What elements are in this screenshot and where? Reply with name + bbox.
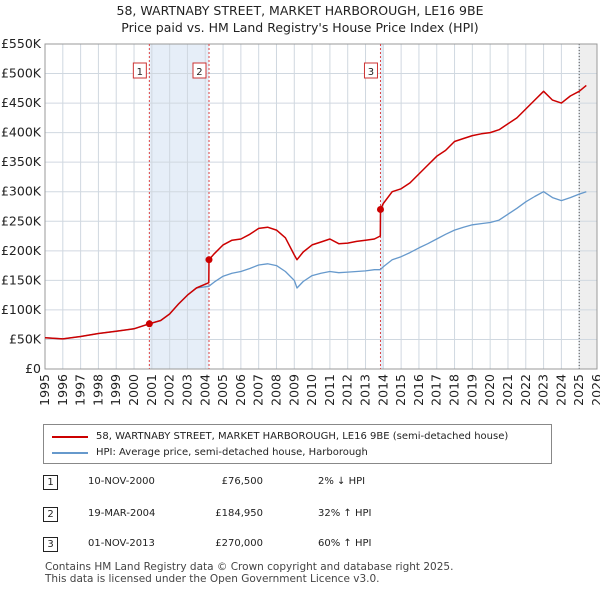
chart-title: 58, WARTNABY STREET, MARKET HARBOROUGH, … xyxy=(116,3,484,18)
x-tick-label: 1998 xyxy=(90,374,105,406)
x-tick-label: 2014 xyxy=(375,374,390,406)
x-tick-label: 2025 xyxy=(571,374,586,406)
y-tick-label: £0 xyxy=(25,361,41,376)
x-tick-label: 2001 xyxy=(144,374,159,406)
shaded-region xyxy=(579,44,597,369)
transaction-hpi: 2% ↓ HPI xyxy=(318,476,366,487)
y-tick-label: £50K xyxy=(9,331,42,346)
x-tick-label: 2007 xyxy=(251,374,266,406)
sale-marker-box xyxy=(192,62,207,79)
transaction-number: 2 xyxy=(43,507,58,522)
y-tick-label: £400K xyxy=(1,125,42,140)
y-tick-label: £100K xyxy=(1,302,42,317)
sale-marker-label: 1 xyxy=(137,67,143,78)
transaction-date: 01-NOV-2013 xyxy=(88,538,155,549)
x-tick-label: 2026 xyxy=(589,374,600,406)
plot-frame xyxy=(44,43,598,370)
price-chart: £0 £50K £100K £150K £200K £250K £300K £350K £400… xyxy=(1,36,600,406)
transaction-price: £184,950 xyxy=(215,508,263,519)
transaction-date: 10-NOV-2000 xyxy=(88,476,155,487)
legend-line-hpi xyxy=(52,451,88,454)
x-tick-label: 1997 xyxy=(73,374,88,406)
x-tick-label: 1999 xyxy=(108,374,123,406)
sale-marker-box xyxy=(363,62,378,79)
legend-item-property: 58, WARTNABY STREET, MARKET HARBOROUGH, … xyxy=(52,431,508,442)
x-tick-label: 1996 xyxy=(55,374,70,406)
legend-line-property xyxy=(52,435,88,438)
legend-label-property: 58, WARTNABY STREET, MARKET HARBOROUGH, … xyxy=(96,431,509,442)
legend-label-hpi: HPI: Average price, semi-detached house,… xyxy=(96,447,368,458)
legend-item-hpi: HPI: Average price, semi-detached house,… xyxy=(52,447,368,458)
footer-copyright: Contains HM Land Registry data © Crown c… xyxy=(45,561,454,573)
x-tick-label: 2003 xyxy=(179,374,194,406)
y-tick-label: £450K xyxy=(1,95,42,110)
x-tick-label: 2002 xyxy=(162,374,177,406)
transaction-hpi: 32% ↑ HPI xyxy=(318,508,372,519)
transaction-date: 19-MAR-2004 xyxy=(88,508,156,519)
y-tick-label: £200K xyxy=(1,243,42,258)
x-tick-label: 2005 xyxy=(215,374,230,406)
x-tick-label: 2008 xyxy=(268,374,283,406)
transaction-price: £76,500 xyxy=(221,476,263,487)
x-tick-label: 2015 xyxy=(393,374,408,406)
x-tick-label: 2010 xyxy=(304,374,319,406)
y-tick-label: £550K xyxy=(1,36,42,51)
series-line-property xyxy=(44,84,587,340)
x-tick-label: 2012 xyxy=(340,374,355,406)
shaded-region xyxy=(149,44,209,369)
x-tick-label: 2000 xyxy=(126,374,141,406)
x-tick-label: 2019 xyxy=(464,374,479,406)
transaction-number: 1 xyxy=(43,475,58,490)
transaction-number: 3 xyxy=(43,537,58,552)
sale-point xyxy=(145,320,153,328)
sale-marker-label: 3 xyxy=(368,67,374,78)
y-tick-label: £300K xyxy=(1,184,42,199)
x-tick-label: 2011 xyxy=(322,374,337,406)
plot-area xyxy=(45,44,597,369)
x-tick-label: 2006 xyxy=(233,374,248,406)
x-tick-label: 2004 xyxy=(197,374,212,406)
transaction-price: £270,000 xyxy=(215,538,263,549)
y-tick-label: £150K xyxy=(1,272,42,287)
x-tick-label: 2017 xyxy=(429,374,444,406)
chart-subtitle: Price paid vs. HM Land Registry's House … xyxy=(121,20,479,35)
x-tick-label: 2022 xyxy=(518,374,533,406)
x-tick-label: 2024 xyxy=(553,374,568,406)
transaction-hpi: 60% ↑ HPI xyxy=(318,538,372,549)
sale-point xyxy=(205,256,213,264)
sale-marker-label: 2 xyxy=(196,67,202,78)
x-tick-label: 2021 xyxy=(500,374,515,406)
y-tick-label: £350K xyxy=(1,154,42,169)
y-tick-label: £250K xyxy=(1,213,42,228)
footer-licence: This data is licensed under the Open Gov… xyxy=(45,573,380,585)
x-tick-label: 2013 xyxy=(358,374,373,406)
legend: 58, WARTNABY STREET, MARKET HARBOROUGH, … xyxy=(43,424,552,464)
x-tick-label: 2009 xyxy=(286,374,301,406)
x-tick-label: 2018 xyxy=(447,374,462,406)
x-tick-label: 1995 xyxy=(37,374,52,406)
sale-point xyxy=(376,205,384,213)
sale-marker-box xyxy=(132,62,147,79)
x-tick-label: 2020 xyxy=(482,374,497,406)
x-tick-label: 2016 xyxy=(411,374,426,406)
x-tick-label: 2023 xyxy=(536,374,551,406)
y-tick-label: £500K xyxy=(1,66,42,81)
